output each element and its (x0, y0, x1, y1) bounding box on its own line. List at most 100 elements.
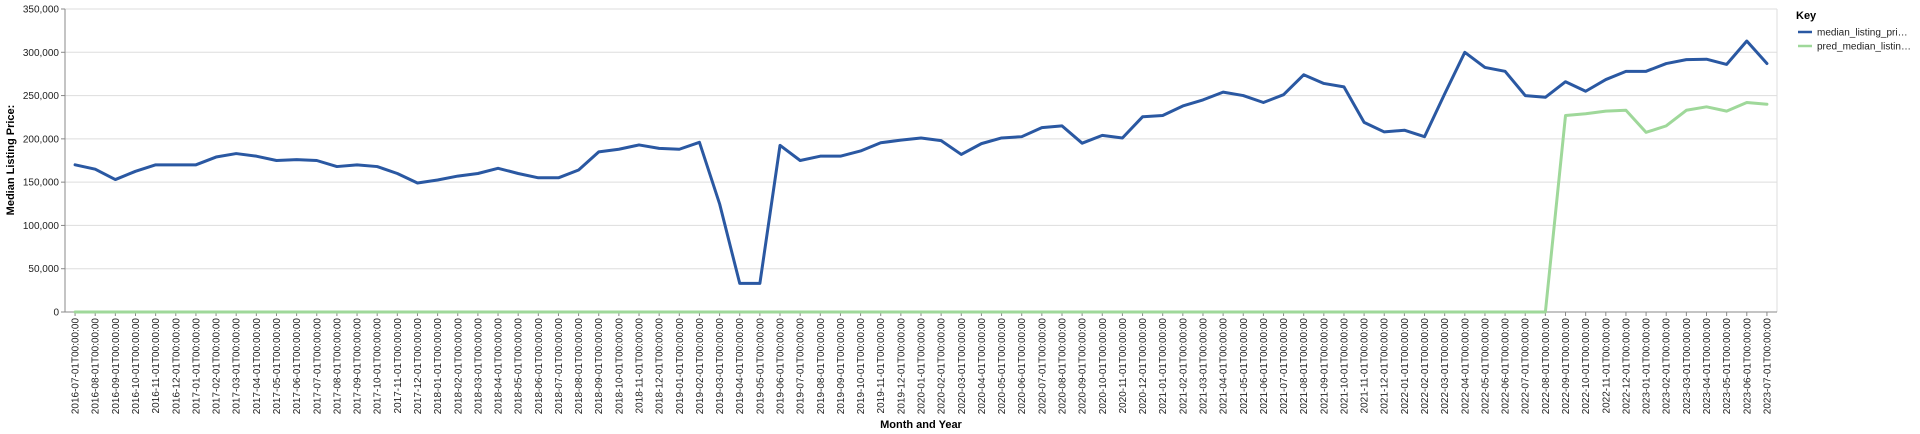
x-tick-label: 2022-01-01T00:00:00 (1400, 318, 1411, 415)
x-tick-label: 2016-12-01T00:00:00 (171, 318, 182, 415)
y-axis-title: Median Listing Price: (5, 105, 17, 216)
x-tick-label: 2018-06-01T00:00:00 (534, 318, 545, 415)
x-tick-label: 2016-11-01T00:00:00 (151, 318, 162, 414)
y-tick-labels: 0 50,000 100,000 150,000 200,000 250,000 300,0… (23, 5, 60, 319)
x-tick-label: 2021-12-01T00:00:00 (1380, 318, 1391, 415)
y-tick-label: 300,000 (23, 48, 60, 59)
x-tick-label: 2017-05-01T00:00:00 (272, 318, 283, 415)
series-line-1 (73, 39, 1769, 285)
x-tick-label: 2019-08-01T00:00:00 (816, 318, 827, 415)
x-tick-label: 2019-11-01T00:00:00 (876, 318, 887, 414)
x-tick-label: 2021-06-01T00:00:00 (1259, 318, 1270, 415)
x-tick-label: 2017-11-01T00:00:00 (393, 318, 404, 414)
x-tick-label: 2021-05-01T00:00:00 (1239, 318, 1250, 415)
legend-label: median_listing_pri… (1817, 28, 1908, 39)
x-tick-label: 2017-08-01T00:00:00 (332, 318, 343, 415)
x-tick-label: 2022-06-01T00:00:00 (1501, 318, 1512, 415)
x-tick-label: 2018-03-01T00:00:00 (473, 318, 484, 415)
x-tick-label: 2017-03-01T00:00:00 (232, 318, 243, 415)
x-tick-label: 2016-09-01T00:00:00 (111, 318, 122, 415)
x-tick-label: 2017-02-01T00:00:00 (212, 318, 223, 415)
y-tick-label: 50,000 (28, 264, 59, 275)
x-tick-label: 2019-05-01T00:00:00 (755, 318, 766, 415)
x-tick-label: 2021-04-01T00:00:00 (1219, 318, 1230, 415)
x-tick-label: 2023-07-01T00:00:00 (1762, 318, 1773, 415)
x-tick-labels: 2016-07-01T00:00:00 2016-08-01T00:00:00 20… (71, 318, 1774, 415)
x-tick-label: 2023-04-01T00:00:00 (1702, 318, 1713, 415)
x-tick-label: 2020-04-01T00:00:00 (977, 318, 988, 415)
x-tick-label: 2022-03-01T00:00:00 (1440, 318, 1451, 415)
x-tick-label: 2019-06-01T00:00:00 (776, 318, 787, 415)
x-tick-label: 2018-11-01T00:00:00 (635, 318, 646, 414)
x-tick-label: 2020-05-01T00:00:00 (997, 318, 1008, 415)
x-tick-label: 2016-07-01T00:00:00 (71, 318, 82, 415)
x-tick-label: 2016-10-01T00:00:00 (131, 318, 142, 415)
x-axis-title: Month and Year (880, 419, 962, 431)
x-tick-label: 2023-02-01T00:00:00 (1662, 318, 1673, 415)
x-tick-label: 2018-01-01T00:00:00 (433, 318, 444, 415)
x-tick-label: 2019-04-01T00:00:00 (735, 318, 746, 415)
x-tick-label: 2019-12-01T00:00:00 (896, 318, 907, 415)
x-tick-label: 2021-07-01T00:00:00 (1279, 318, 1290, 415)
x-tick-label: 2018-05-01T00:00:00 (514, 318, 525, 415)
x-tick-label: 2018-04-01T00:00:00 (494, 318, 505, 415)
x-tick-label: 2018-10-01T00:00:00 (614, 318, 625, 415)
x-tick-label: 2022-05-01T00:00:00 (1480, 318, 1491, 415)
series-line-2 (73, 101, 1769, 314)
y-tick-label: 100,000 (23, 221, 60, 232)
legend-title: Key (1796, 10, 1817, 22)
x-tick-label: 2022-12-01T00:00:00 (1621, 318, 1632, 415)
x-tick-label: 2019-07-01T00:00:00 (796, 318, 807, 415)
y-tick-label: 150,000 (23, 178, 60, 189)
x-tick-label: 2017-07-01T00:00:00 (312, 318, 323, 415)
x-tick-label: 2020-02-01T00:00:00 (937, 318, 948, 415)
x-tick-label: 2023-05-01T00:00:00 (1722, 318, 1733, 415)
x-tick-label: 2020-06-01T00:00:00 (1017, 318, 1028, 415)
x-tick-label: 2020-07-01T00:00:00 (1037, 318, 1048, 415)
legend-items: median_listing_pri… pred_median_listin… (1798, 28, 1911, 53)
x-tick-label: 2017-12-01T00:00:00 (413, 318, 424, 415)
x-tick-label: 2018-09-01T00:00:00 (594, 318, 605, 415)
x-tick-label: 2019-01-01T00:00:00 (675, 318, 686, 415)
x-tick-label: 2022-10-01T00:00:00 (1581, 318, 1592, 415)
y-tick-label: 0 (53, 308, 59, 319)
x-tick-label: 2018-02-01T00:00:00 (453, 318, 464, 415)
x-tick-label: 2020-03-01T00:00:00 (957, 318, 968, 415)
x-tick-label: 2021-09-01T00:00:00 (1319, 318, 1330, 415)
legend-label: pred_median_listin… (1817, 42, 1911, 53)
y-tick-label: 250,000 (23, 91, 60, 102)
x-tick-label: 2021-03-01T00:00:00 (1198, 318, 1209, 415)
x-tick-label: 2022-08-01T00:00:00 (1541, 318, 1552, 415)
x-tick-label: 2020-09-01T00:00:00 (1078, 318, 1089, 415)
x-tick-label: 2019-09-01T00:00:00 (836, 318, 847, 415)
x-tick-label: 2018-08-01T00:00:00 (574, 318, 585, 415)
x-tick-label: 2016-08-01T00:00:00 (91, 318, 102, 415)
x-tick-label: 2017-09-01T00:00:00 (353, 318, 364, 415)
x-tick-label: 2022-07-01T00:00:00 (1521, 318, 1532, 415)
x-tick-label: 2020-12-01T00:00:00 (1138, 318, 1149, 415)
x-tick-label: 2022-04-01T00:00:00 (1460, 318, 1471, 415)
x-tick-label: 2023-01-01T00:00:00 (1642, 318, 1653, 415)
x-tick-label: 2017-04-01T00:00:00 (252, 318, 263, 415)
x-tick-label: 2017-06-01T00:00:00 (292, 318, 303, 415)
legend: Key median_listing_pri… pred_median_listi… (1796, 10, 1911, 53)
x-tick-label: 2019-03-01T00:00:00 (715, 318, 726, 415)
x-tick-label: 2020-10-01T00:00:00 (1098, 318, 1109, 415)
x-tick-label: 2018-12-01T00:00:00 (655, 318, 666, 415)
x-tick-label: 2019-10-01T00:00:00 (856, 318, 867, 415)
x-tick-label: 2022-11-01T00:00:00 (1601, 318, 1612, 414)
x-tick-label: 2020-11-01T00:00:00 (1118, 318, 1129, 414)
x-tick-label: 2018-07-01T00:00:00 (554, 318, 565, 415)
x-tick-label: 2017-10-01T00:00:00 (373, 318, 384, 415)
x-tick-label: 2020-08-01T00:00:00 (1057, 318, 1068, 415)
x-tick-label: 2023-03-01T00:00:00 (1682, 318, 1693, 415)
x-tick-label: 2021-01-01T00:00:00 (1158, 318, 1169, 415)
y-tick-label: 200,000 (23, 134, 60, 145)
x-tick-label: 2019-02-01T00:00:00 (695, 318, 706, 415)
x-tick-label: 2021-10-01T00:00:00 (1339, 318, 1350, 415)
x-tick-label: 2021-08-01T00:00:00 (1299, 318, 1310, 415)
x-tick-label: 2021-02-01T00:00:00 (1178, 318, 1189, 415)
x-tick-label: 2022-02-01T00:00:00 (1420, 318, 1431, 415)
x-tick-label: 2021-11-01T00:00:00 (1360, 318, 1371, 414)
